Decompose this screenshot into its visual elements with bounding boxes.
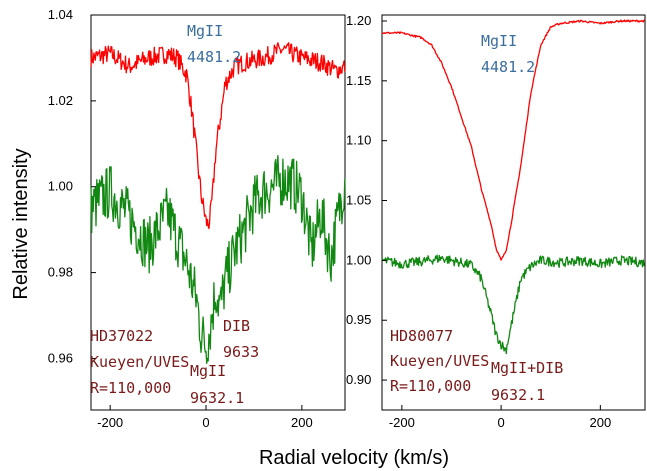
right-y-tick-label: 0.95: [346, 312, 371, 327]
left-plot-area: -200 0 200 0.96 0.98 1.00 1.02 1.04: [48, 7, 346, 430]
left-mg4481-label-line2: 4481.2: [187, 48, 241, 66]
y-axis-title: Relative intensity: [10, 148, 32, 299]
left-panel: -200 0 200 0.96 0.98 1.00 1.02 1.04 MgII 4481.2…: [48, 7, 346, 430]
left-instrument: Kueyen/UVES: [90, 353, 189, 371]
left-mg4481-label-line1: MgII: [187, 22, 223, 40]
left-y-tick-label: 0.96: [48, 350, 73, 365]
left-series-mg9632: [90, 154, 346, 364]
right-axes-frame: [381, 14, 646, 411]
right-instrument: Kueyen/UVES: [390, 352, 489, 370]
right-x-tick-label: 200: [589, 415, 611, 430]
left-y-tick-label: 1.04: [48, 7, 73, 22]
right-series-mg4481: [381, 19, 645, 261]
left-mg9632-label-line2: 9632.1: [190, 389, 244, 407]
left-star-name: HD37022: [90, 327, 153, 345]
right-mg9632-label-line1: MgII+DIB: [491, 359, 563, 377]
right-x-tick-label: 0: [497, 415, 504, 430]
left-y-tick-label: 0.98: [48, 265, 73, 280]
left-dib-label-line2: 9633: [223, 343, 259, 361]
left-x-tick-label: -200: [97, 415, 123, 430]
left-x-tick-label: 0: [202, 415, 209, 430]
left-dib-label-line1: DIB: [223, 317, 250, 335]
right-y-tick-label: 1.00: [346, 252, 371, 267]
right-plot-area: -200 0 200 0.90 0.95 1.00 1.05 1.10 1.15 1.20: [346, 13, 646, 430]
right-series-mg9632: [381, 254, 645, 355]
right-y-tick-label: 1.10: [346, 133, 371, 148]
left-y-tick-label: 1.00: [48, 179, 73, 194]
left-mg9632-label-line1: MgII: [190, 362, 226, 380]
left-x-tick-label: 200: [291, 415, 313, 430]
right-mg4481-label-line1: MgII: [481, 32, 517, 50]
right-panel: -200 0 200 0.90 0.95 1.00 1.05 1.10 1.15 1.20 MgI…: [346, 13, 646, 430]
right-resolution: R=110,000: [390, 377, 471, 395]
left-y-tick-label: 1.02: [48, 93, 73, 108]
right-y-tick-label: 1.15: [346, 73, 371, 88]
right-star-name: HD80077: [390, 327, 453, 345]
right-mg4481-label-line2: 4481.2: [481, 58, 535, 76]
left-resolution: R=110,000: [90, 379, 171, 397]
right-mg9632-label-line2: 9632.1: [491, 386, 545, 404]
right-x-tick-label: -200: [389, 415, 415, 430]
right-y-tick-label: 1.20: [346, 13, 371, 28]
right-y-tick-label: 1.05: [346, 193, 371, 208]
x-axis-title: Radial velocity (km/s): [259, 447, 449, 469]
left-series-mg4481: [90, 42, 346, 230]
right-y-tick-label: 0.90: [346, 372, 371, 387]
